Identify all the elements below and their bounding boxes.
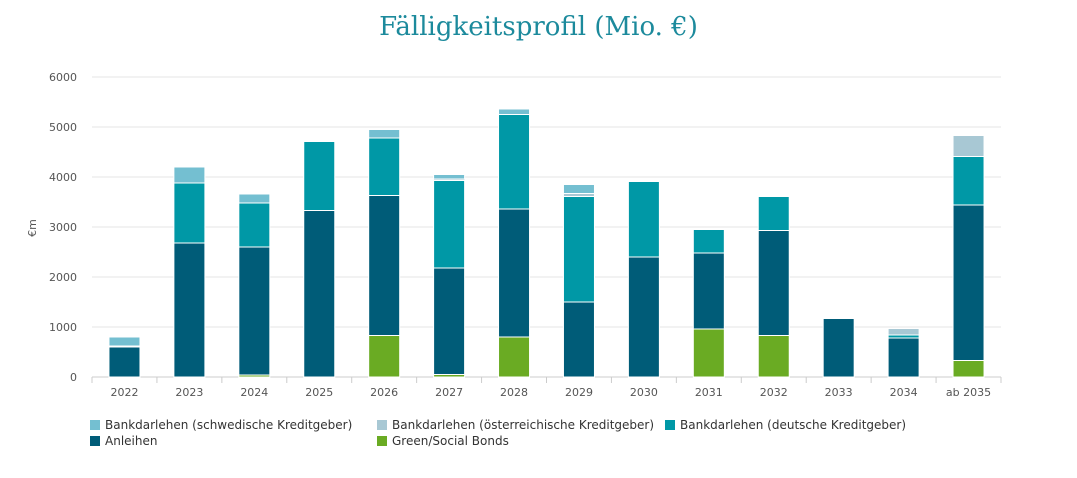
bar-segment[interactable]: [368, 195, 401, 336]
y-tick-label: 0: [70, 371, 77, 384]
legend-label: Bankdarlehen (schwedische Kreditgeber): [105, 418, 353, 432]
bar-segment[interactable]: [303, 210, 336, 378]
x-tick-label: 2031: [695, 386, 723, 399]
bar-segment[interactable]: [498, 108, 531, 115]
bar-segment[interactable]: [368, 137, 401, 196]
y-axis-ticks: 0 1000 2000 3000 4000 5000 6000: [49, 71, 77, 384]
bar-segment[interactable]: [952, 135, 985, 157]
bar-segment[interactable]: [238, 193, 271, 204]
x-tick-label: 2032: [760, 386, 788, 399]
legend-swatch: [665, 420, 675, 430]
x-tick-label: ab 2035: [946, 386, 991, 399]
legend-item-green-bonds[interactable]: Green/Social Bonds: [377, 434, 509, 448]
bar-segment[interactable]: [757, 230, 790, 336]
bar-segment[interactable]: [692, 252, 725, 330]
x-tick-label: 2034: [890, 386, 918, 399]
bar-segment[interactable]: [498, 336, 531, 378]
bar-segment[interactable]: [562, 184, 595, 194]
bar-segment[interactable]: [627, 181, 660, 258]
x-tick-label: 2023: [175, 386, 203, 399]
legend-swatch: [377, 420, 387, 430]
legend-item-oesterreichisch[interactable]: Bankdarlehen (österreichische Kreditgebe…: [377, 418, 654, 432]
bar-segment[interactable]: [562, 301, 595, 378]
bar-segment[interactable]: [757, 196, 790, 231]
x-tick-label: 2024: [240, 386, 268, 399]
bar-segment[interactable]: [692, 328, 725, 378]
bar-segment[interactable]: [173, 182, 206, 244]
bar-segment[interactable]: [368, 129, 401, 139]
legend-swatch: [90, 436, 100, 446]
bar-segment[interactable]: [952, 360, 985, 378]
x-tick-label: 2028: [500, 386, 528, 399]
x-axis-ticks: 2022 2023 2024 2025 2026 2027 2028 2029 2030 2031…: [91, 377, 1002, 399]
bar-segment[interactable]: [433, 267, 466, 375]
bar-segment[interactable]: [108, 336, 141, 347]
bar-segment[interactable]: [952, 204, 985, 361]
bar-segment[interactable]: [498, 114, 531, 210]
y-tick-label: 4000: [49, 171, 77, 184]
bars: [108, 108, 985, 378]
bar-segment[interactable]: [952, 156, 985, 206]
bar-segment[interactable]: [433, 180, 466, 269]
x-tick-label: 2027: [435, 386, 463, 399]
legend-item-anleihen[interactable]: Anleihen: [90, 434, 157, 448]
x-tick-label: 2029: [565, 386, 593, 399]
x-tick-label: 2025: [305, 386, 333, 399]
legend-label: Anleihen: [105, 434, 158, 448]
y-tick-label: 3000: [49, 221, 77, 234]
y-tick-label: 2000: [49, 271, 77, 284]
legend-label: Green/Social Bonds: [392, 434, 509, 448]
bar-segment[interactable]: [952, 134, 985, 136]
y-tick-label: 6000: [49, 71, 77, 84]
x-tick-label: 2030: [630, 386, 658, 399]
bar-segment[interactable]: [368, 335, 401, 378]
bar-segment[interactable]: [692, 229, 725, 254]
legend-item-deutsch[interactable]: Bankdarlehen (deutsche Kreditgeber): [665, 418, 906, 432]
bar-segment[interactable]: [887, 328, 920, 336]
y-tick-label: 5000: [49, 121, 77, 134]
bar-segment[interactable]: [757, 335, 790, 378]
bar-segment[interactable]: [822, 318, 855, 378]
bar-segment[interactable]: [562, 196, 595, 303]
bar-segment[interactable]: [173, 242, 206, 378]
legend-swatch: [90, 420, 100, 430]
bar-segment[interactable]: [108, 346, 141, 378]
legend-label: Bankdarlehen (österreichische Kreditgebe…: [392, 418, 655, 432]
bar-segment[interactable]: [303, 141, 336, 211]
x-tick-label: 2026: [370, 386, 398, 399]
bar-segment[interactable]: [498, 208, 531, 338]
y-tick-label: 1000: [49, 321, 77, 334]
gridlines: [92, 76, 1001, 378]
legend-label: Bankdarlehen (deutsche Kreditgeber): [680, 418, 907, 432]
bar-segment[interactable]: [627, 256, 660, 378]
bar-segment[interactable]: [887, 337, 920, 378]
legend-item-schwedisch[interactable]: Bankdarlehen (schwedische Kreditgeber): [90, 418, 352, 432]
x-tick-label: 2022: [110, 386, 138, 399]
x-tick-label: 2033: [825, 386, 853, 399]
y-axis-label: €m: [26, 219, 39, 237]
chart-title: Fälligkeitsprofil (Mio. €): [379, 12, 698, 42]
bar-segment[interactable]: [238, 202, 271, 248]
bar-segment[interactable]: [433, 174, 466, 180]
legend-swatch: [377, 436, 387, 446]
bar-segment[interactable]: [238, 246, 271, 376]
bar-segment[interactable]: [173, 166, 206, 184]
